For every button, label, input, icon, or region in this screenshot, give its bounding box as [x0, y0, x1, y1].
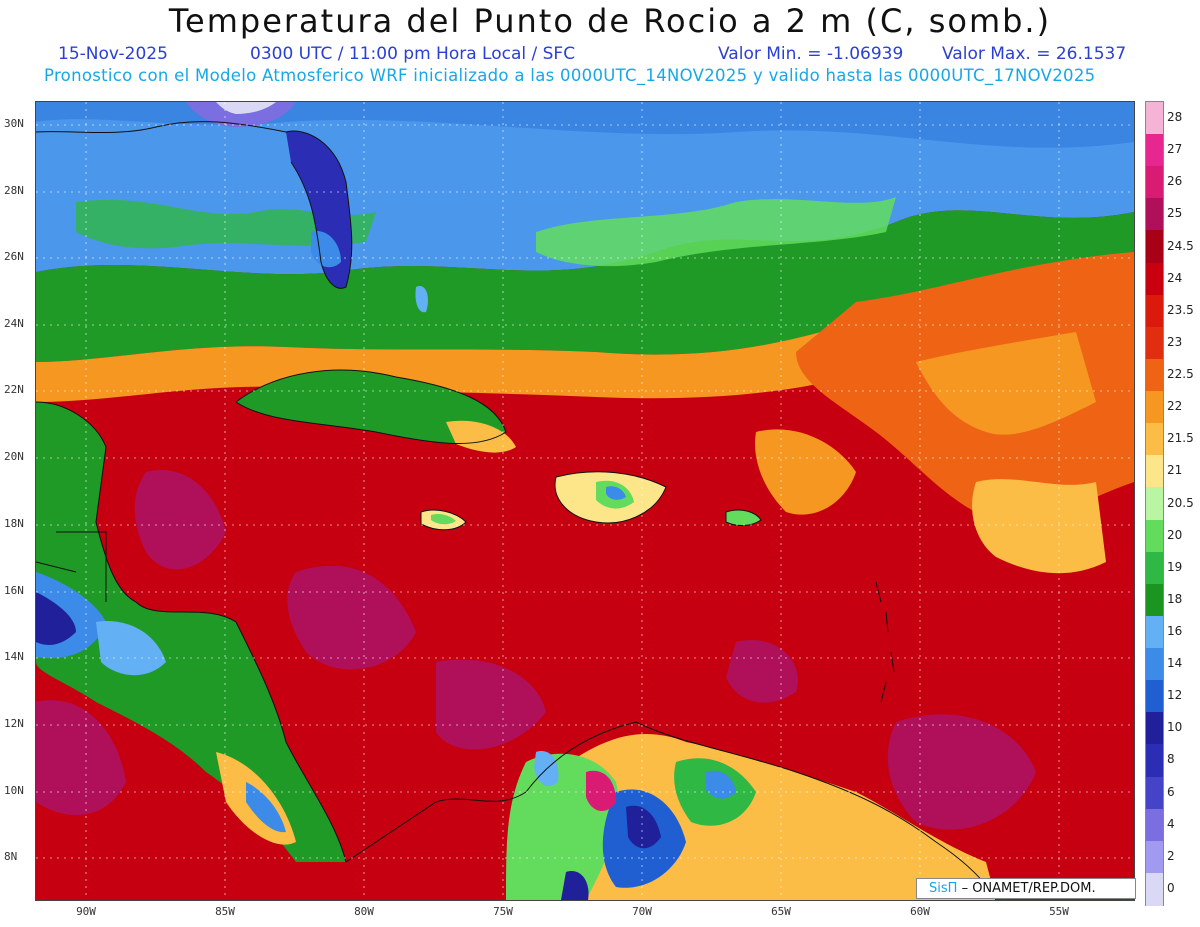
legend-label: 12	[1167, 688, 1183, 703]
legend-label: 23	[1167, 334, 1183, 349]
legend-label: 16	[1167, 623, 1183, 638]
legend-swatch	[1146, 326, 1163, 360]
legend-swatch	[1146, 358, 1163, 392]
legend-label: 0	[1167, 880, 1175, 895]
legend-swatch	[1146, 262, 1163, 296]
legend-swatch	[1146, 551, 1163, 585]
credit-org: – ONAMET/REP.DOM.	[961, 881, 1096, 896]
legend-label: 23.5	[1167, 302, 1194, 317]
legend-label: 10	[1167, 720, 1183, 735]
legend-swatch	[1146, 230, 1163, 264]
legend-swatch	[1146, 648, 1163, 682]
lat-label-14n: 14N	[4, 650, 24, 663]
dewpoint-map	[35, 101, 1135, 901]
lat-label-16n: 16N	[4, 584, 24, 597]
legend-label: 6	[1167, 784, 1175, 799]
sispi-logo: SisΠ	[929, 881, 958, 896]
legend-label: 14	[1167, 656, 1183, 671]
legend-label: 4	[1167, 816, 1175, 831]
lat-label-22n: 22N	[4, 383, 24, 396]
legend-swatch	[1146, 391, 1163, 425]
lat-label-30n: 30N	[4, 117, 24, 130]
legend-swatch	[1146, 134, 1163, 168]
legend-label: 27	[1167, 142, 1183, 157]
lat-label-10n: 10N	[4, 784, 24, 797]
lon-label-75w: 75W	[493, 905, 513, 918]
lat-label-18n: 18N	[4, 517, 24, 530]
legend-label: 21	[1167, 463, 1183, 478]
forecast-date: 15-Nov-2025	[58, 44, 168, 64]
legend-swatch	[1146, 294, 1163, 328]
legend-swatch	[1146, 712, 1163, 746]
credit-box: SisΠ – ONAMET/REP.DOM.	[916, 878, 1136, 899]
lon-label-55w: 55W	[1049, 905, 1069, 918]
map-title: Temperatura del Punto de Rocio a 2 m (C,…	[168, 2, 1052, 40]
legend-label: 21.5	[1167, 431, 1194, 446]
min-value: Valor Min. = -1.06939	[718, 44, 904, 64]
legend-swatch	[1146, 776, 1163, 810]
legend-swatch	[1146, 166, 1163, 200]
lon-label-65w: 65W	[771, 905, 791, 918]
legend-label: 8	[1167, 752, 1175, 767]
graticule	[36, 102, 1134, 900]
legend-swatch	[1146, 840, 1163, 874]
lon-label-85w: 85W	[215, 905, 235, 918]
legend-swatch	[1146, 102, 1163, 135]
lon-label-60w: 60W	[910, 905, 930, 918]
forecast-time: 0300 UTC / 11:00 pm Hora Local / SFC	[250, 44, 576, 64]
legend-swatch	[1146, 519, 1163, 553]
max-value: Valor Max. = 26.1537	[942, 44, 1127, 64]
lat-label-26n: 26N	[4, 250, 24, 263]
legend-swatch	[1146, 744, 1163, 778]
coastlines	[36, 121, 997, 900]
lon-label-70w: 70W	[632, 905, 652, 918]
legend-swatch	[1146, 198, 1163, 232]
legend-label: 2	[1167, 848, 1175, 863]
lat-label-8n: 8N	[4, 850, 18, 863]
legend-label: 28	[1167, 110, 1183, 125]
legend-swatch	[1146, 680, 1163, 714]
legend-swatch	[1146, 455, 1163, 489]
lon-label-80w: 80W	[354, 905, 374, 918]
legend-label: 24	[1167, 270, 1183, 285]
legend-swatch	[1146, 872, 1163, 906]
lon-label-90w: 90W	[76, 905, 96, 918]
lat-label-24n: 24N	[4, 317, 24, 330]
legend-label: 19	[1167, 559, 1183, 574]
legend-swatch	[1146, 808, 1163, 842]
legend-label: 20	[1167, 527, 1183, 542]
map-canvas	[36, 102, 1134, 900]
model-info: Pronostico con el Modelo Atmosferico WRF…	[44, 66, 1096, 85]
legend-label: 24.5	[1167, 238, 1194, 253]
legend-swatch	[1146, 487, 1163, 521]
lat-label-20n: 20N	[4, 450, 24, 463]
legend-label: 26	[1167, 174, 1183, 189]
legend-label: 18	[1167, 591, 1183, 606]
legend-swatch	[1146, 423, 1163, 457]
legend-swatch	[1146, 583, 1163, 617]
lat-label-12n: 12N	[4, 717, 24, 730]
legend-swatch	[1146, 615, 1163, 649]
color-legend	[1145, 101, 1164, 906]
legend-label: 20.5	[1167, 495, 1194, 510]
legend-label: 22.5	[1167, 367, 1194, 382]
lat-label-28n: 28N	[4, 184, 24, 197]
legend-label: 25	[1167, 206, 1183, 221]
legend-label: 22	[1167, 399, 1183, 414]
